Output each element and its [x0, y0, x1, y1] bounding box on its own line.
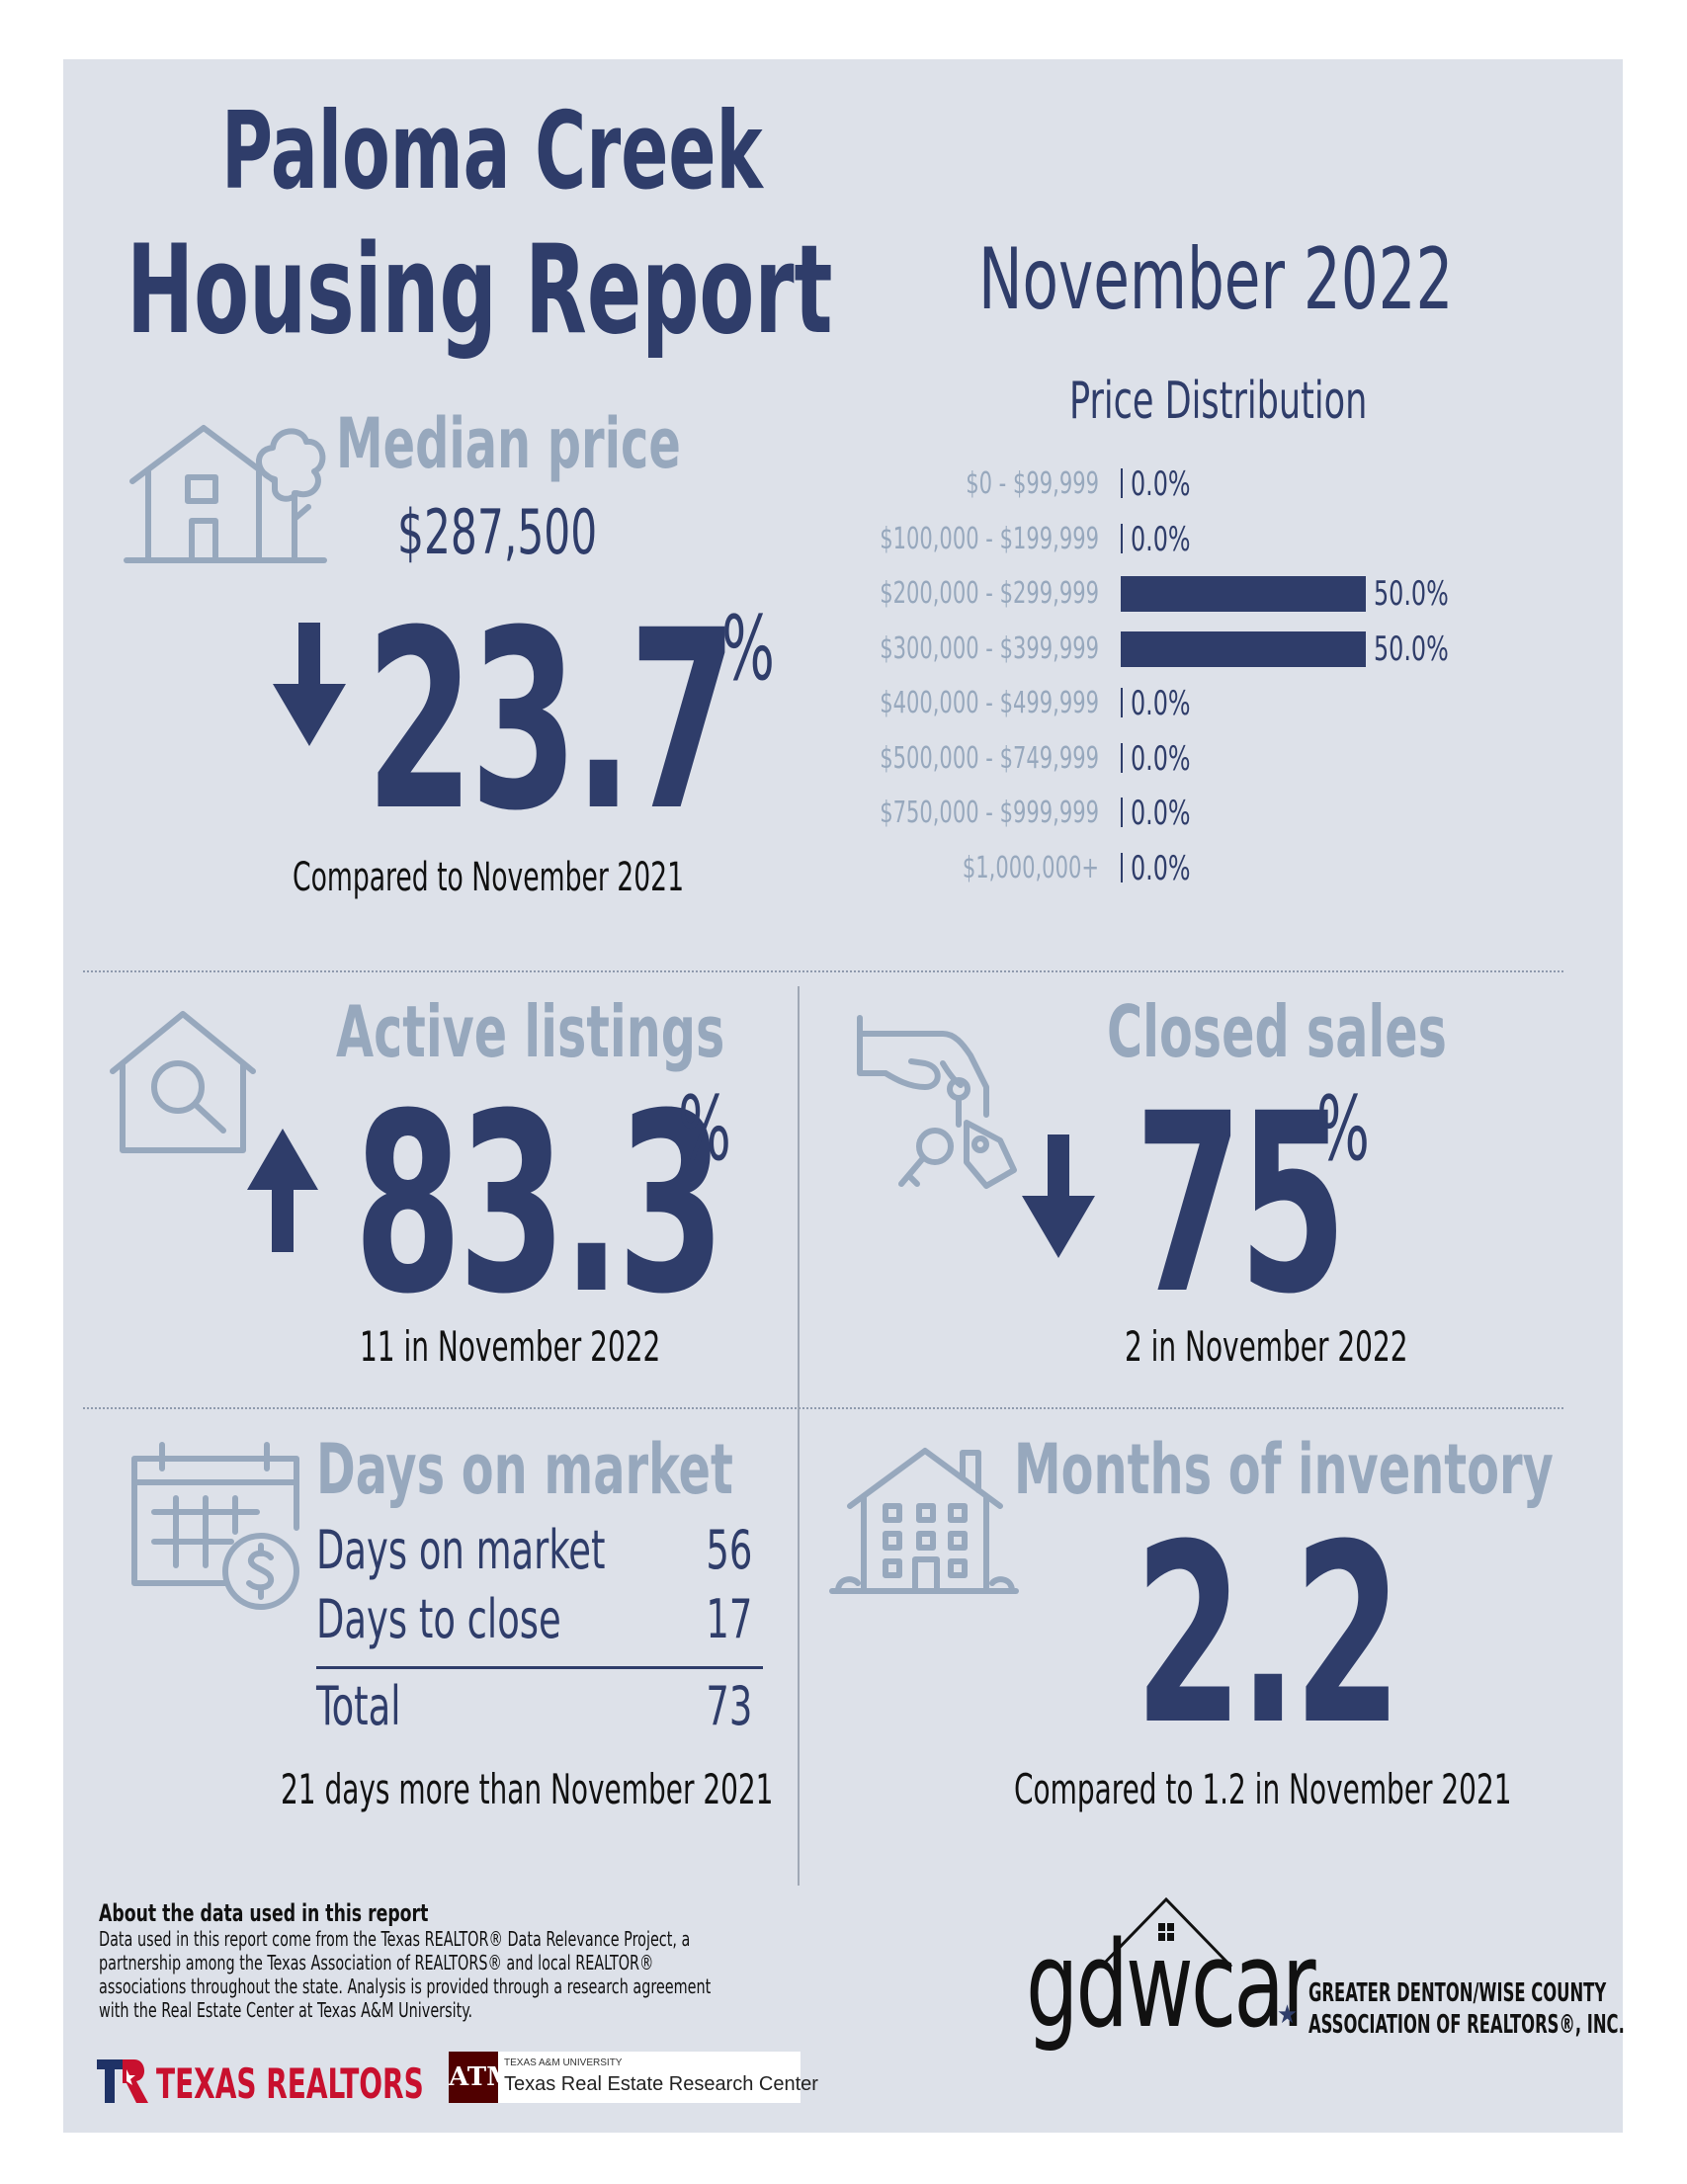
chart-value-label: 50.0% — [1374, 574, 1449, 614]
house-tree-icon — [124, 425, 327, 563]
apartment-building-icon — [829, 1448, 1019, 1594]
chart-title: Price Distribution — [1069, 372, 1368, 431]
chart-bar — [1121, 576, 1366, 612]
closed-sales-heading: Closed sales — [1107, 990, 1447, 1073]
chart-category-label: $0 - $99,999 — [966, 466, 1099, 501]
chart-zero-tick — [1121, 798, 1123, 827]
chart-category-label: $400,000 - $499,999 — [880, 686, 1099, 720]
divider-middle — [83, 1407, 1563, 1409]
chart-value-label: 0.0% — [1131, 464, 1191, 504]
about-line-1: Data used in this report come from the T… — [99, 1927, 691, 1951]
chart-zero-tick — [1121, 852, 1123, 882]
chart-value-label: 0.0% — [1131, 848, 1191, 888]
report-sheet — [63, 59, 1623, 2133]
active-caption: 11 in November 2022 — [360, 1322, 661, 1371]
tamu-mark-icon: ATM — [449, 2052, 515, 2103]
median-comparison: Compared to November 2021 — [293, 855, 685, 900]
chart-category-label: $1,000,000+ — [962, 850, 1099, 885]
chart-zero-tick — [1121, 468, 1123, 498]
calendar-dollar-icon — [131, 1442, 299, 1610]
days-row-value-1: 56 — [706, 1519, 753, 1581]
chart-value-label: 0.0% — [1131, 738, 1191, 779]
chart-category-label: $300,000 - $399,999 — [880, 630, 1099, 666]
days-row-label-2: Days to close — [316, 1588, 561, 1650]
chart-value-label: 50.0% — [1374, 629, 1449, 669]
months-inventory-caption: Compared to 1.2 in November 2021 — [1014, 1765, 1512, 1813]
arrow-down-icon — [273, 623, 346, 746]
gdwcar-logo-text: gdwcar — [1026, 1917, 1316, 2055]
chart-category-label: $100,000 - $199,999 — [880, 521, 1099, 556]
median-price-heading: Median price — [336, 403, 681, 484]
closed-percent-sign: % — [1316, 1077, 1370, 1181]
days-row-label-1: Days on market — [316, 1519, 606, 1581]
arrow-down-icon — [1022, 1134, 1095, 1258]
chart-value-label: 0.0% — [1131, 519, 1191, 559]
tamu-logo: ATM TEXAS A&M UNIVERSITY Texas Real Esta… — [449, 2052, 818, 2103]
closed-caption: 2 in November 2022 — [1125, 1322, 1408, 1371]
days-total-value: 73 — [706, 1675, 753, 1737]
about-line-4: with the Real Estate Center at Texas A&M… — [99, 1998, 473, 2022]
months-inventory-heading: Months of inventory — [1014, 1429, 1554, 1510]
hand-keys-icon — [857, 1015, 1017, 1189]
closed-change-value: 75 — [1135, 1060, 1347, 1348]
tamu-small-text: TEXAS A&M UNIVERSITY — [504, 2058, 623, 2068]
active-listings-heading: Active listings — [336, 990, 725, 1073]
report-period: November 2022 — [978, 230, 1454, 329]
tamu-name: Texas Real Estate Research Center — [504, 2073, 818, 2095]
chart-value-label: 0.0% — [1131, 684, 1191, 723]
house-magnifier-icon — [110, 1011, 256, 1153]
about-line-3: associations throughout the state. Analy… — [99, 1974, 712, 1998]
gdwcar-name-line2: ASSOCIATION OF REALTORS®, INC. — [1308, 2010, 1625, 2040]
active-change-value: 83.3 — [354, 1060, 725, 1348]
days-row-value-2: 17 — [706, 1588, 753, 1650]
chart-bar — [1121, 630, 1366, 667]
gdwcar-name-line1: GREATER DENTON/WISE COUNTY — [1308, 1978, 1607, 2008]
divider-vertical — [798, 986, 800, 1886]
gdwcar-star-icon: ★ — [1277, 2000, 1298, 2030]
about-line-2: partnership among the Texas Association … — [99, 1951, 654, 1974]
median-price-value: $287,500 — [397, 496, 598, 568]
about-title: About the data used in this report — [99, 1899, 429, 1927]
title-line1: Paloma Creek — [221, 90, 763, 213]
days-on-market-heading: Days on market — [316, 1429, 733, 1510]
months-inventory-value: 2.2 — [1135, 1491, 1402, 1779]
chart-zero-tick — [1121, 742, 1123, 773]
days-caption: 21 days more than November 2021 — [281, 1765, 774, 1813]
median-percent-sign: % — [721, 597, 775, 701]
chart-zero-tick — [1121, 523, 1123, 553]
chart-zero-tick — [1121, 688, 1123, 717]
active-percent-sign: % — [678, 1077, 731, 1181]
title-line2: Housing Report — [127, 219, 833, 362]
days-total-rule — [316, 1666, 763, 1669]
gdwcar-roof-icon — [1099, 1896, 1233, 1969]
median-change-value: 23.7 — [366, 577, 737, 865]
texas-realtors-mark-icon — [97, 2059, 148, 2103]
chart-category-label: $200,000 - $299,999 — [880, 576, 1099, 611]
chart-value-label: 0.0% — [1131, 794, 1191, 833]
chart-category-label: $500,000 - $749,999 — [880, 740, 1099, 776]
divider-top — [83, 970, 1563, 972]
days-total-label: Total — [316, 1675, 401, 1737]
texas-realtors-text: TEXAS REALTORS — [156, 2059, 424, 2108]
texas-realtors-logo: TEXAS REALTORS — [97, 2058, 424, 2108]
arrow-up-icon — [247, 1129, 318, 1252]
chart-category-label: $750,000 - $999,999 — [880, 796, 1099, 830]
